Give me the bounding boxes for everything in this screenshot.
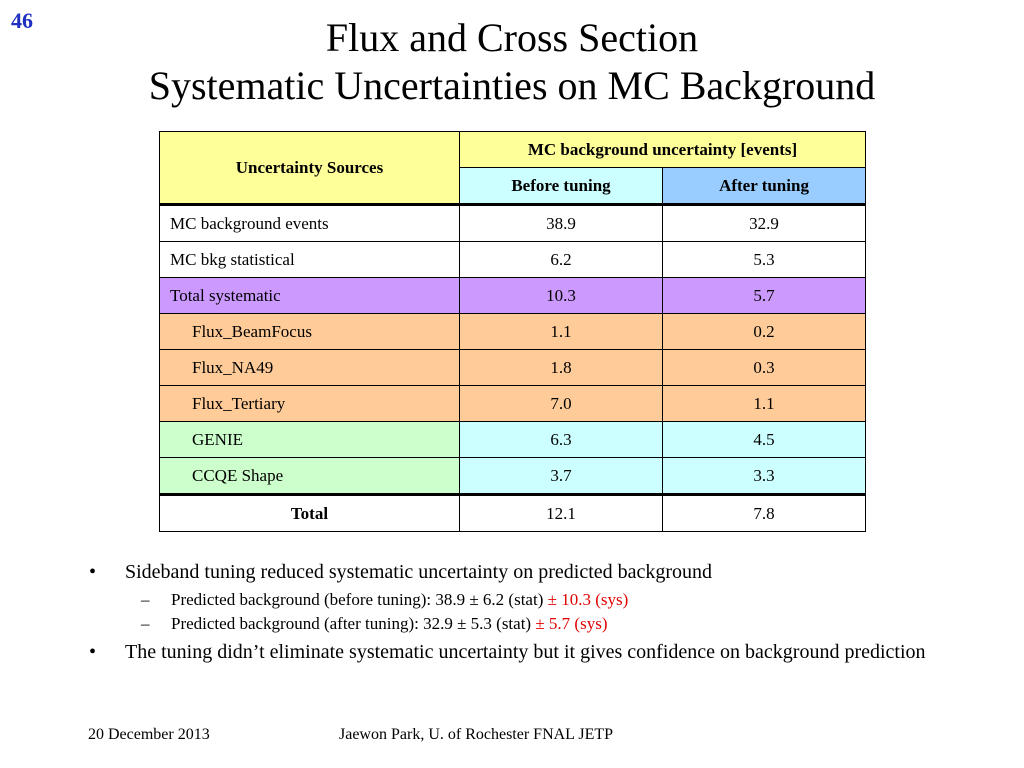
sub-bullet-item: – Predicted background (before tuning): … xyxy=(89,588,969,612)
row-label: Flux_Tertiary xyxy=(159,385,460,422)
table-row: MC bkg statistical 6.2 5.3 xyxy=(159,241,867,278)
header-uncertainty-sources: Uncertainty Sources xyxy=(159,131,460,206)
row-label: CCQE Shape xyxy=(159,457,460,496)
table-header-row-2: Before tuning After tuning xyxy=(160,167,867,206)
row-label: Flux_BeamFocus xyxy=(159,313,460,350)
dash-icon: – xyxy=(141,614,150,633)
bullet-item: • The tuning didn’t eliminate systematic… xyxy=(89,640,969,664)
table-header-row-1: Uncertainty Sources MC background uncert… xyxy=(159,131,867,206)
row-after-value: 5.3 xyxy=(661,241,867,278)
row-label: Total systematic xyxy=(159,277,460,314)
row-after-value: 4.5 xyxy=(661,421,867,458)
row-before-value: 12.1 xyxy=(459,494,663,532)
row-before-value: 7.0 xyxy=(459,385,663,422)
row-after-value: 32.9 xyxy=(661,204,867,242)
row-before-value: 6.2 xyxy=(459,241,663,278)
row-after-value: 0.2 xyxy=(661,313,867,350)
bullet-icon: • xyxy=(89,641,97,663)
footer-date: 20 December 2013 xyxy=(88,726,210,743)
bullet-item: • Sideband tuning reduced systematic unc… xyxy=(89,560,969,584)
row-after-value: 0.3 xyxy=(661,349,867,386)
header-before-tuning: Before tuning xyxy=(459,167,663,206)
row-label-total: Total xyxy=(159,494,460,532)
table-row: Flux_Tertiary 7.0 1.1 xyxy=(159,385,867,422)
row-label: MC background events xyxy=(159,204,460,242)
header-after-tuning: After tuning xyxy=(661,167,867,206)
sub-bullet-sys-value: ± 5.7 (sys) xyxy=(535,614,608,633)
table-row-total: Total 12.1 7.8 xyxy=(159,494,867,532)
sub-bullet-text: Predicted background (before tuning): 38… xyxy=(171,590,548,609)
row-before-value: 38.9 xyxy=(459,204,663,242)
title-line-1: Flux and Cross Section xyxy=(325,15,699,60)
row-label: GENIE xyxy=(159,421,460,458)
slide-number: 46 xyxy=(11,8,33,33)
row-label: MC bkg statistical xyxy=(159,241,460,278)
row-label: Flux_NA49 xyxy=(159,349,460,386)
row-before-value: 3.7 xyxy=(459,457,663,496)
row-before-value: 1.8 xyxy=(459,349,663,386)
row-before-value: 1.1 xyxy=(459,313,663,350)
footer-author: Jaewon Park, U. of Rochester FNAL JETP xyxy=(339,726,614,743)
sub-bullet-item: – Predicted background (after tuning): 3… xyxy=(89,612,969,636)
row-after-value: 5.7 xyxy=(661,277,867,314)
row-before-value: 10.3 xyxy=(459,277,663,314)
table-row: CCQE Shape 3.7 3.3 xyxy=(159,457,867,496)
bullet-list: • Sideband tuning reduced systematic unc… xyxy=(89,560,969,668)
bullet-text: Sideband tuning reduced systematic uncer… xyxy=(125,561,713,583)
row-after-value: 3.3 xyxy=(661,457,867,496)
table-row: Total systematic 10.3 5.7 xyxy=(159,277,867,314)
table-row: Flux_NA49 1.8 0.3 xyxy=(159,349,867,386)
uncertainty-table: Uncertainty Sources MC background uncert… xyxy=(159,131,867,532)
sub-bullet-text: Predicted background (after tuning): 32.… xyxy=(171,614,536,633)
slide-title: Flux and Cross Section Systematic Uncert… xyxy=(0,14,1024,110)
table-row: Flux_BeamFocus 1.1 0.2 xyxy=(159,313,867,350)
title-line-2: Systematic Uncertainties on MC Backgroun… xyxy=(148,63,876,108)
row-after-value: 1.1 xyxy=(661,385,867,422)
bullet-icon: • xyxy=(89,561,97,583)
dash-icon: – xyxy=(141,590,150,609)
sub-bullet-sys-value: ± 10.3 (sys) xyxy=(547,590,629,609)
bullet-text: The tuning didn’t eliminate systematic u… xyxy=(125,641,926,663)
table-row: GENIE 6.3 4.5 xyxy=(159,421,867,458)
row-after-value: 7.8 xyxy=(661,494,867,532)
row-before-value: 6.3 xyxy=(459,421,663,458)
header-mc-background-uncertainty: MC background uncertainty [events] xyxy=(458,131,867,168)
table-row: MC background events 38.9 32.9 xyxy=(159,204,867,242)
